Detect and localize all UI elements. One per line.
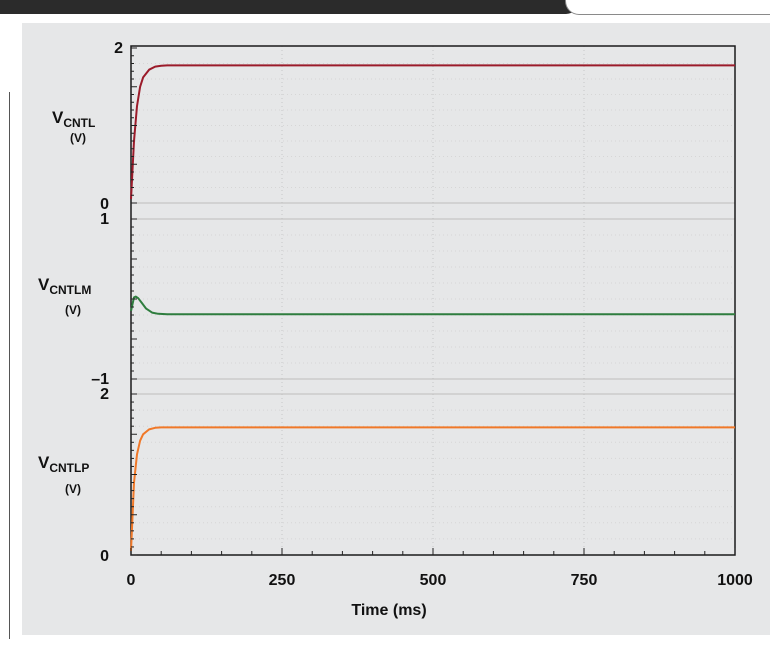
- x-tick-label: 0: [127, 572, 136, 589]
- grid: [131, 46, 735, 555]
- y-axis-unit-vcntlm: (V): [65, 303, 81, 317]
- y-tick-label-panel3-top: 2: [100, 386, 109, 403]
- tick-layer: 0 250 500 750 1000: [127, 47, 753, 589]
- y-axis-unit-vcntl: (V): [70, 131, 86, 145]
- x-tick-label: 750: [571, 572, 598, 589]
- x-axis-title: Time (ms): [351, 602, 426, 619]
- series-line-cntlp: [130, 426, 735, 552]
- y-axis-label-vcntl: VCNTL: [52, 108, 95, 130]
- y-tick-label-panel2-top: 1: [100, 211, 109, 228]
- y-axis-unit-vcntlp: (V): [65, 482, 81, 496]
- x-tick-label: 500: [420, 572, 447, 589]
- chart-panel: 0 250 500 750 1000 2 0 1 –1 2 0 VCNTL (V) VC…: [22, 23, 770, 635]
- header-bar: [0, 0, 580, 14]
- series-line-cntl: [130, 64, 735, 200]
- x-tick-label: 250: [269, 572, 296, 589]
- y-tick-label-panel1-bottom: 0: [100, 196, 109, 213]
- chart: 0 250 500 750 1000 2 0 1 –1 2 0 VCNTL (V) VC…: [38, 40, 753, 619]
- x-tick-label: 1000: [717, 572, 753, 589]
- page-margin-rule: [9, 92, 10, 639]
- y-tick-label-panel1-top: 2: [114, 40, 123, 57]
- y-axis-label-vcntlp: VCNTLP: [38, 453, 89, 475]
- series-line-cntlm: [130, 295, 735, 316]
- y-tick-label-panel3-bottom: 0: [100, 548, 109, 565]
- y-axis-label-vcntlm: VCNTLM: [38, 275, 91, 297]
- series-layer: [130, 64, 735, 552]
- y-tick-label-panel2-bottom: –1: [91, 371, 109, 388]
- header-tab: [565, 0, 770, 15]
